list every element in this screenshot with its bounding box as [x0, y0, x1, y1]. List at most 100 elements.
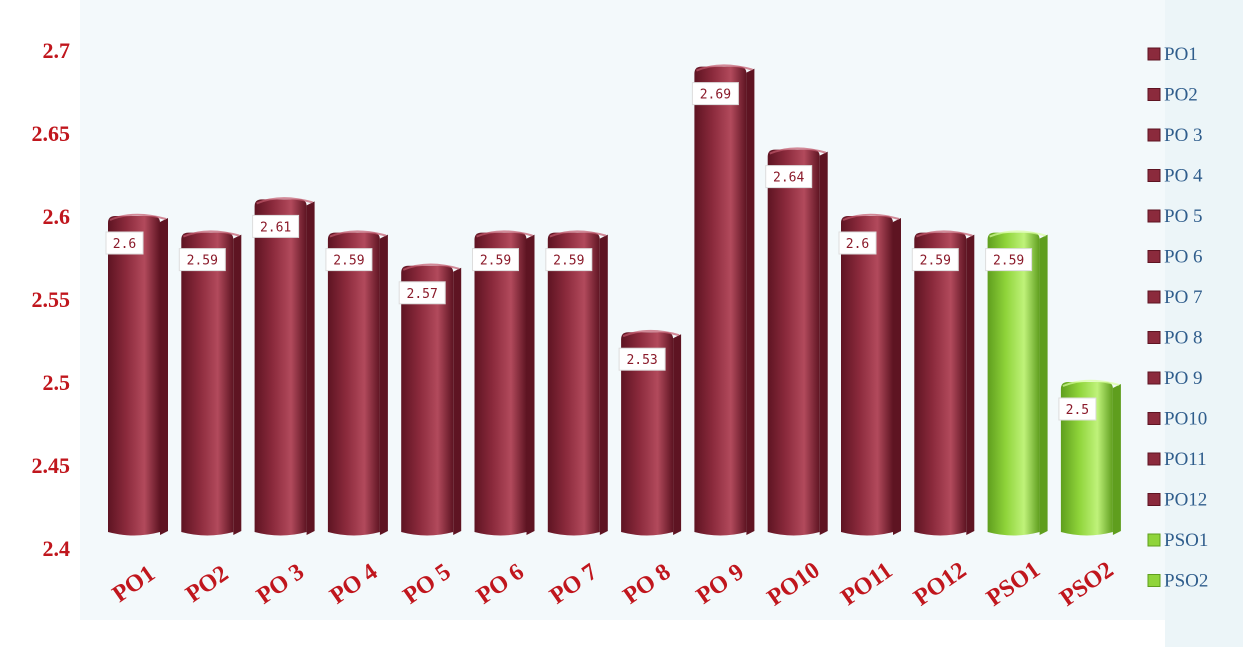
data-label: 2.64 [773, 171, 804, 186]
bar [987, 232, 1040, 536]
data-label-box [838, 231, 877, 255]
bar-top-highlight [1062, 379, 1120, 387]
bar [767, 149, 820, 536]
y-tick-label: 2.7 [43, 38, 71, 63]
legend-swatch [1147, 331, 1161, 344]
bar-side [1039, 234, 1048, 535]
bar-top-highlight [769, 147, 826, 155]
bar-side [306, 201, 315, 535]
data-label-box [545, 248, 593, 272]
data-label: 2.59 [920, 254, 951, 269]
legend-item: PO 8 [1164, 328, 1203, 349]
legend-item: PO 5 [1164, 206, 1203, 227]
data-label-box [472, 248, 519, 272]
data-label: 2.59 [187, 254, 218, 269]
legend-swatch [1147, 574, 1161, 587]
legend-swatch [1147, 493, 1161, 506]
bar-side [819, 151, 828, 535]
bar-top-highlight [842, 213, 900, 221]
legend-swatch [1147, 371, 1161, 385]
bar [914, 232, 967, 536]
bar-top-highlight [476, 230, 533, 238]
legend-item: PO11 [1164, 449, 1207, 470]
bar-side [160, 218, 168, 535]
legend-item: PO 7 [1164, 287, 1203, 308]
data-label-box [618, 347, 666, 371]
data-label-box [105, 231, 144, 255]
data-label-box [985, 248, 1033, 272]
legend-swatch [1147, 47, 1161, 61]
legend-item: PO12 [1164, 490, 1207, 511]
data-label: 2.6 [113, 237, 136, 252]
bar-side [893, 218, 901, 535]
bar-side [453, 267, 462, 535]
legend-item: PO 3 [1164, 125, 1203, 146]
legend-swatch [1147, 128, 1161, 142]
legend-background [1165, 0, 1243, 647]
bar [181, 232, 234, 536]
legend-swatch [1147, 209, 1161, 223]
bar [401, 265, 454, 536]
bar-side [379, 234, 388, 535]
legend-item: PO 6 [1164, 247, 1203, 268]
data-label-box [1058, 397, 1097, 421]
data-label-box [398, 281, 446, 305]
data-label: 2.61 [260, 220, 291, 235]
legend-item: PO10 [1164, 409, 1207, 430]
bar-side [673, 334, 682, 535]
legend-swatch [1147, 290, 1161, 304]
data-label: 2.59 [480, 254, 511, 269]
data-label: 2.57 [407, 287, 438, 302]
bar-top-highlight [915, 230, 973, 238]
data-label-box [178, 248, 226, 272]
bar-side [526, 234, 535, 535]
bar-side [599, 234, 608, 535]
legend-swatch [1147, 250, 1161, 263]
data-label: 2.69 [700, 88, 731, 103]
bar-side [1112, 384, 1121, 535]
legend-swatch [1147, 452, 1161, 466]
bar [254, 199, 307, 536]
data-label-box [911, 248, 959, 272]
legend-item: PO 9 [1164, 368, 1203, 389]
data-label-box [765, 165, 813, 189]
data-label: 2.59 [333, 254, 364, 269]
bar [547, 232, 600, 536]
legend-item: PO1 [1164, 44, 1198, 65]
bar-side [966, 234, 975, 535]
data-label: 2.5 [1066, 403, 1089, 418]
y-tick-label: 2.45 [32, 453, 71, 478]
y-tick-label: 2.5 [43, 370, 71, 395]
bar-top-highlight [696, 64, 753, 72]
bar [474, 232, 527, 536]
legend-swatch [1147, 533, 1161, 547]
y-tick-label: 2.4 [43, 536, 71, 561]
y-tick-label: 2.55 [32, 287, 71, 312]
legend-swatch [1147, 412, 1161, 425]
bar-top-highlight [329, 230, 387, 238]
y-tick-label: 2.6 [43, 204, 71, 229]
bar-top-highlight [182, 230, 240, 238]
data-label-box [252, 214, 300, 238]
bar-top-highlight [989, 230, 1046, 238]
bar [841, 216, 893, 536]
bar-top-highlight [109, 213, 167, 221]
bar-top-highlight [256, 197, 313, 205]
bar [327, 232, 380, 536]
bar-side [746, 68, 755, 535]
bar [108, 216, 160, 536]
data-label: 2.53 [626, 353, 657, 368]
data-label: 2.6 [846, 237, 869, 252]
legend-item: PSO2 [1164, 571, 1208, 592]
bar-top-highlight [402, 263, 460, 271]
bar-top-highlight [622, 329, 680, 338]
data-label-box [691, 82, 739, 106]
bar-top-highlight [549, 230, 607, 238]
legend-item: PO2 [1164, 85, 1198, 106]
legend-item: PO 4 [1164, 166, 1203, 187]
data-label: 2.59 [553, 254, 584, 269]
legend-swatch [1147, 88, 1161, 101]
legend-item: PSO1 [1164, 530, 1208, 551]
